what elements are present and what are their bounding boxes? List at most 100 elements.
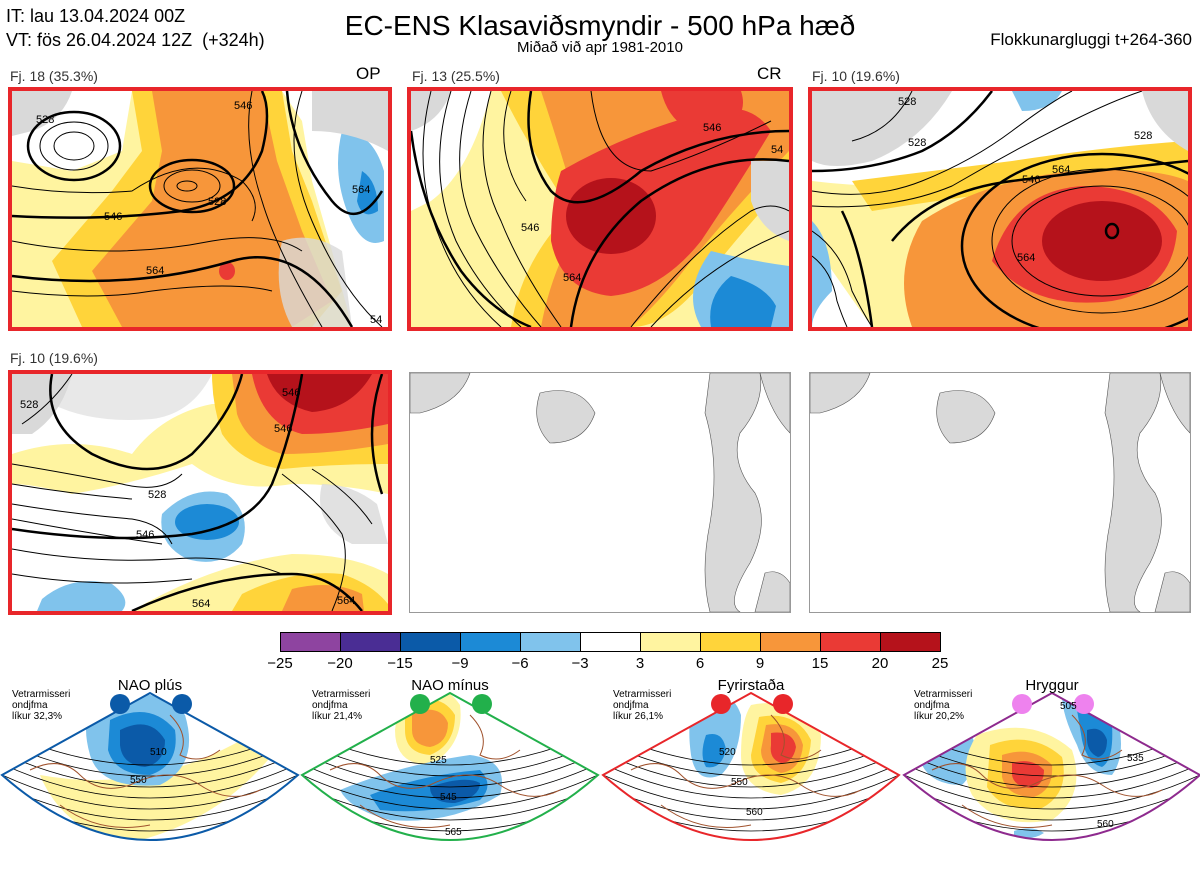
page-subtitle: Miðað við apr 1981-2010 (517, 39, 683, 56)
regime-title: NAO mínus (411, 677, 489, 694)
regime-title: Hryggur (1025, 677, 1079, 694)
height-contour (2, 740, 298, 777)
height-contour (904, 784, 1200, 821)
cluster-map-3[interactable]: 528 546 564 564 528 528 (808, 87, 1192, 331)
contour-label: 564 (1017, 252, 1035, 264)
page-title: EC-ENS Klasaviðsmyndir - 500 hPa hæð (344, 10, 856, 41)
regime-2: 525 545 565 NAO mínus Vetrarmisseri ondjfma … (300, 675, 600, 871)
regime-marker-dot (410, 694, 430, 714)
anomaly-area (1087, 728, 1107, 757)
height-contour (302, 762, 598, 799)
panel-2-tag: CR (757, 64, 782, 83)
cluster-map-2[interactable]: 546 546 564 54 (407, 87, 793, 331)
colorbar-tick-label: 6 (695, 655, 705, 672)
regime-marker-dot (1074, 694, 1094, 714)
regime-marker-dot (172, 694, 192, 714)
contour-label: 505 (1060, 701, 1077, 712)
coastline (29, 714, 261, 828)
anomaly-area (120, 724, 165, 767)
regime-title: NAO plús (117, 677, 183, 694)
regime-map: 510 550 (0, 691, 300, 841)
contour-label: 565 (445, 827, 462, 838)
panel-1-tag: OP (356, 64, 381, 83)
regime-marker-dot (711, 694, 731, 714)
panel-2-label: Fj. 13 (25.5%) (412, 68, 500, 84)
window-label: Flokkunargluggi t+264-360 (990, 30, 1192, 49)
colorbar-tick-label: −20 (327, 655, 353, 672)
anomaly-area (40, 735, 280, 840)
contour-label: 528 (36, 114, 54, 126)
regime-map: 520 550 560 (601, 691, 901, 841)
regime-probability: Vetrarmisseri ondjfma líkur 32,3% (12, 689, 71, 722)
colorbar-tick-label: −6 (511, 655, 529, 672)
contour-label: 520 (719, 747, 736, 758)
contour-label: 54 (771, 144, 783, 156)
regime-probability: Vetrarmisseri ondjfma líkur 26,1% (613, 689, 672, 722)
contour-label: 546 (703, 122, 721, 134)
height-contour (2, 762, 298, 799)
empty-map-6 (809, 372, 1191, 613)
contour-label: 564 (146, 265, 164, 277)
colorbar-cell (820, 632, 881, 652)
height-contour (904, 751, 1200, 788)
height-contour (2, 784, 298, 821)
coastline (931, 714, 1163, 828)
coastline (329, 714, 561, 828)
contour-label: 528 (148, 489, 166, 501)
colorbar-cell (580, 632, 641, 652)
regime-title: Fyrirstaða (717, 677, 785, 694)
contour-label: 546 (521, 222, 539, 234)
contour-label: 564 (1052, 164, 1070, 176)
height-contour (2, 773, 298, 810)
contour-label: 528 (208, 196, 226, 208)
anomaly-area (412, 709, 448, 747)
height-contour (302, 740, 598, 777)
height-contour (904, 740, 1200, 777)
height-contour (603, 740, 899, 777)
panel-4-label: Fj. 10 (19.6%) (10, 350, 98, 366)
height-contour (302, 784, 598, 821)
cluster-map-1[interactable]: 528 546 528 546 564 564 54 (8, 87, 392, 331)
colorbar-cell (760, 632, 821, 652)
height-contour (904, 773, 1200, 810)
contour-label: 528 (908, 137, 926, 149)
anomaly-area (702, 734, 726, 768)
contour-label: 546 (234, 100, 252, 112)
regime-frame (0, 691, 300, 841)
contour-label: 528 (898, 96, 916, 108)
regime-probability: Vetrarmisseri ondjfma líkur 21,4% (312, 689, 371, 722)
colorbar-tick-label: 20 (871, 655, 889, 672)
valid-time: VT: fös 26.04.2024 12Z (+324h) (6, 30, 265, 50)
colorbar-cell (640, 632, 701, 652)
contour-label: 528 (1134, 130, 1152, 142)
height-contour (302, 751, 598, 788)
height-contour (904, 762, 1200, 799)
colorbar-tick-label: −15 (387, 655, 413, 672)
colorbar-cell (520, 632, 581, 652)
regime-4: 505 535 560 Hryggur Vetrarmisseri ondjfma lí… (902, 675, 1200, 871)
height-contour (603, 751, 899, 788)
colorbar-cell (460, 632, 521, 652)
contour-label: 510 (150, 747, 167, 758)
cluster-map-4[interactable]: 528 546 546 528 546 564 564 (8, 370, 392, 615)
contour-label: 564 (563, 272, 581, 284)
contour-label: 546 (1022, 174, 1040, 186)
regime-marker-dot (773, 694, 793, 714)
contour-label: 528 (20, 399, 38, 411)
regime-marker-dot (472, 694, 492, 714)
empty-map-5 (409, 372, 791, 613)
coastline (630, 714, 862, 828)
regime-1: 510 550 NAO plús Vetrarmisseri ondjfma líku… (0, 675, 300, 871)
height-contour (603, 762, 899, 799)
colorbar-cell (700, 632, 761, 652)
contour-label: 546 (274, 423, 292, 435)
regime-3: 520 550 560 Fyrirstaða Vetrarmisseri ondjfma… (601, 675, 901, 871)
colorbar-tick-label: 3 (635, 655, 645, 672)
anomaly-area (1012, 761, 1044, 788)
regime-frame (902, 691, 1200, 841)
contour-label: 546 (136, 529, 154, 541)
contour-label: 545 (440, 792, 457, 803)
contour-label: 546 (282, 387, 300, 399)
colorbar-cell (880, 632, 941, 652)
height-contour (603, 784, 899, 821)
